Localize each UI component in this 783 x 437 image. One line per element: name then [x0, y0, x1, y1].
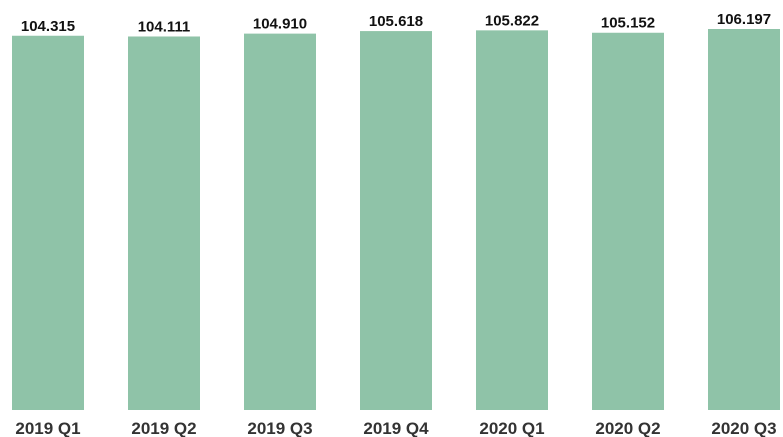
x-tick-label: 2019 Q1: [15, 419, 80, 437]
x-tick-label: 2020 Q2: [595, 419, 660, 437]
value-label: 105.152: [601, 15, 655, 32]
value-label: 106.197: [717, 11, 771, 28]
bar: [476, 30, 548, 411]
x-tick-label: 2019 Q3: [247, 419, 312, 437]
value-label: 105.822: [485, 12, 539, 29]
x-tick-label: 2019 Q2: [131, 419, 196, 437]
x-tick-label: 2019 Q4: [363, 419, 429, 437]
bar: [244, 33, 316, 410]
bar: [360, 31, 432, 410]
bar: [128, 36, 200, 410]
value-label: 105.618: [369, 13, 423, 30]
value-label: 104.315: [21, 18, 75, 35]
x-tick-label: 2020 Q3: [711, 419, 776, 437]
bar: [592, 32, 664, 411]
bar: [12, 35, 84, 410]
x-tick-label: 2020 Q1: [479, 419, 544, 437]
value-label: 104.910: [253, 16, 307, 33]
bar: [708, 29, 780, 410]
value-label: 104.111: [138, 18, 191, 35]
